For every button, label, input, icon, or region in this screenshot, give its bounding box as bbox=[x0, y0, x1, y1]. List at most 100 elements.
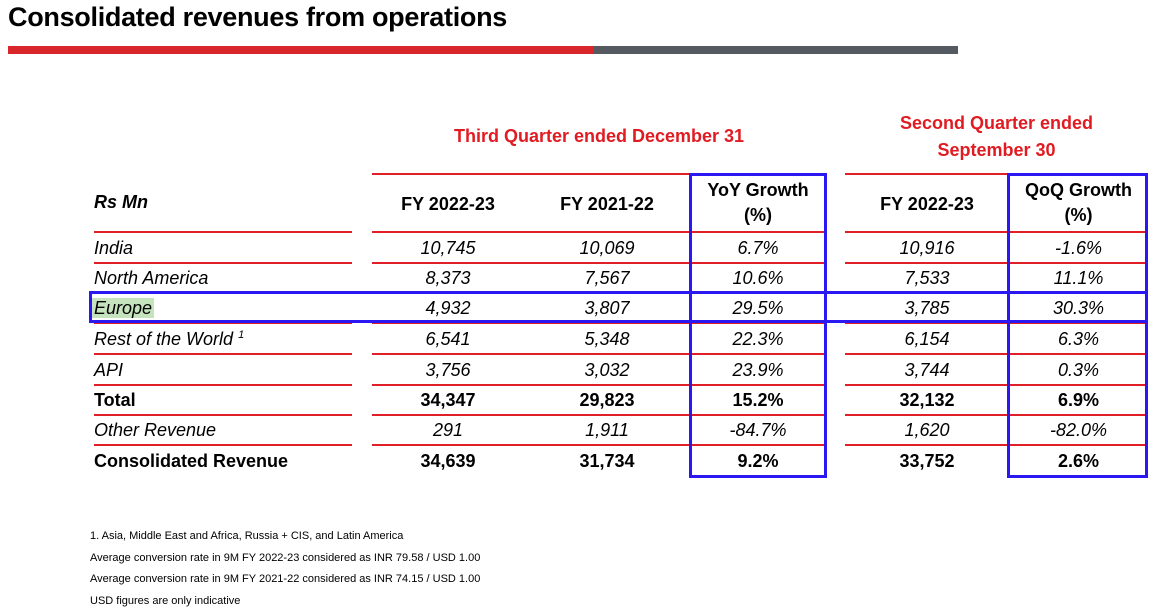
cell-fy2022: 10,069 bbox=[579, 238, 635, 258]
cell-yoy-growth: -84.7% bbox=[729, 420, 787, 440]
row-label-text: Europe bbox=[92, 298, 155, 318]
cell-fy2022: 5,348 bbox=[584, 329, 630, 349]
cell-fy2023: 3,756 bbox=[425, 360, 471, 380]
row-label-text: Other Revenue bbox=[94, 420, 217, 440]
cell-fy2023: 4,932 bbox=[425, 298, 471, 318]
row-label: Consolidated Revenue bbox=[94, 446, 288, 476]
footnote-marker: 1 bbox=[238, 329, 245, 341]
cell-qoq-growth: 6.9% bbox=[1057, 390, 1100, 410]
cell-qoq-growth: -1.6% bbox=[1054, 238, 1103, 258]
row-label: North America bbox=[94, 263, 208, 293]
col-header-fy2022: FY 2021-22 bbox=[560, 194, 654, 214]
group-underline-q2 bbox=[845, 173, 1148, 175]
row-label: Europe bbox=[92, 293, 155, 323]
cell-yoy-growth: 22.3% bbox=[732, 329, 784, 349]
row-label-text: Rest of the World bbox=[94, 329, 234, 349]
row-label-text: North America bbox=[94, 268, 209, 288]
cell-qoq-growth: 2.6% bbox=[1057, 451, 1100, 471]
cell-fy2023: 10,745 bbox=[420, 238, 476, 258]
row-divider bbox=[372, 353, 826, 355]
row-label-text: Total bbox=[94, 390, 136, 410]
cell-qoq-growth: 0.3% bbox=[1057, 360, 1100, 380]
col-header-yoy-line2: (%) bbox=[744, 205, 772, 225]
yoy-growth-highlight-box bbox=[689, 173, 827, 478]
row-label: Rest of the World 1 bbox=[94, 324, 244, 354]
row-divider bbox=[845, 353, 1148, 355]
row-divider bbox=[845, 231, 1148, 233]
cell-q2-fy2023: 7,533 bbox=[904, 268, 950, 288]
cell-yoy-growth: 6.7% bbox=[737, 238, 779, 258]
table-row: Total 34,347 29,823 15.2% 32,132 6.9% bbox=[0, 385, 1157, 415]
row-divider bbox=[372, 444, 826, 446]
row-divider bbox=[94, 444, 352, 446]
cell-q2-fy2023: 10,916 bbox=[899, 238, 955, 258]
units-label: Rs Mn bbox=[94, 192, 148, 212]
cell-fy2023: 34,347 bbox=[420, 390, 476, 410]
cell-q2-fy2023: 1,620 bbox=[904, 420, 950, 440]
table-row: Rest of the World 1 6,541 5,348 22.3% 6,154 6… bbox=[0, 324, 1157, 354]
cell-fy2023: 6,541 bbox=[425, 329, 471, 349]
row-divider bbox=[372, 414, 826, 416]
row-divider bbox=[845, 322, 1148, 324]
row-divider bbox=[94, 353, 352, 355]
cell-qoq-growth: -82.0% bbox=[1049, 420, 1108, 440]
row-divider bbox=[845, 414, 1148, 416]
europe-row-highlight-box bbox=[89, 291, 1148, 323]
cell-fy2022: 7,567 bbox=[584, 268, 630, 288]
table-row: Consolidated Revenue 34,639 31,734 9.2% 33,7… bbox=[0, 446, 1157, 476]
cell-fy2022: 3,807 bbox=[584, 298, 630, 318]
col-header-yoy-line1: YoY Growth bbox=[707, 180, 809, 200]
row-label-text: India bbox=[94, 238, 134, 258]
table-row: North America 8,373 7,567 10.6% 7,533 11.1% bbox=[0, 263, 1157, 293]
row-divider bbox=[94, 262, 352, 264]
row-divider bbox=[372, 384, 826, 386]
row-divider bbox=[94, 384, 352, 386]
row-divider bbox=[94, 414, 352, 416]
cell-yoy-growth: 29.5% bbox=[732, 298, 784, 318]
group-header-third-quarter: Third Quarter ended December 31 bbox=[453, 126, 745, 146]
cell-qoq-growth: 30.3% bbox=[1052, 298, 1105, 318]
cell-fy2022: 29,823 bbox=[579, 390, 635, 410]
row-divider bbox=[372, 262, 826, 264]
table-row: India 10,745 10,069 6.7% 10,916 -1.6% bbox=[0, 233, 1157, 263]
cell-q2-fy2023: 6,154 bbox=[904, 329, 950, 349]
row-divider bbox=[845, 444, 1148, 446]
cell-qoq-growth: 6.3% bbox=[1057, 329, 1100, 349]
row-label: India bbox=[94, 233, 133, 263]
row-divider bbox=[94, 322, 352, 324]
cell-yoy-growth: 23.9% bbox=[732, 360, 784, 380]
row-label: Other Revenue bbox=[94, 415, 216, 445]
row-divider bbox=[372, 322, 826, 324]
row-label: API bbox=[94, 355, 123, 385]
table-row: Europe 4,932 3,807 29.5% 3,785 30.3% bbox=[0, 293, 1157, 323]
cell-q2-fy2023: 32,132 bbox=[899, 390, 955, 410]
cell-fy2022: 31,734 bbox=[579, 451, 635, 471]
row-label: Total bbox=[94, 385, 136, 415]
group-header-second-quarter: Second Quarter ended September 30 bbox=[845, 110, 1148, 164]
cell-yoy-growth: 9.2% bbox=[737, 451, 779, 471]
footnote-4: USD figures are only indicative bbox=[90, 595, 241, 607]
col-header-qoq-line1: QoQ Growth bbox=[1025, 180, 1132, 200]
col-header-q2-fy2023: FY 2022-23 bbox=[880, 194, 974, 214]
cell-q2-fy2023: 3,744 bbox=[904, 360, 950, 380]
title-underline-red bbox=[8, 46, 594, 54]
cell-fy2022: 1,911 bbox=[585, 420, 629, 440]
cell-q2-fy2023: 33,752 bbox=[899, 451, 955, 471]
footnote-3: Average conversion rate in 9M FY 2021-22… bbox=[90, 573, 481, 585]
cell-fy2023: 8,373 bbox=[425, 268, 471, 288]
row-divider bbox=[845, 262, 1148, 264]
row-divider bbox=[94, 231, 352, 233]
row-label-text: API bbox=[94, 360, 124, 380]
col-header-qoq-line2: (%) bbox=[1064, 205, 1093, 225]
footnote-1: 1. Asia, Middle East and Africa, Russia … bbox=[90, 530, 404, 542]
cell-qoq-growth: 11.1% bbox=[1053, 268, 1104, 288]
row-divider bbox=[372, 231, 826, 233]
group-header-second-quarter-line1: Second Quarter ended bbox=[899, 113, 1094, 133]
title-underline-gray bbox=[594, 46, 958, 54]
cell-yoy-growth: 15.2% bbox=[732, 390, 784, 410]
row-label-text: Consolidated Revenue bbox=[94, 451, 289, 471]
col-header-qoq-growth: QoQ Growth (%) bbox=[1009, 178, 1148, 228]
col-header-yoy-growth: YoY Growth (%) bbox=[691, 178, 825, 228]
col-header-fy2023: FY 2022-23 bbox=[401, 194, 495, 214]
cell-yoy-growth: 10.6% bbox=[732, 268, 784, 288]
